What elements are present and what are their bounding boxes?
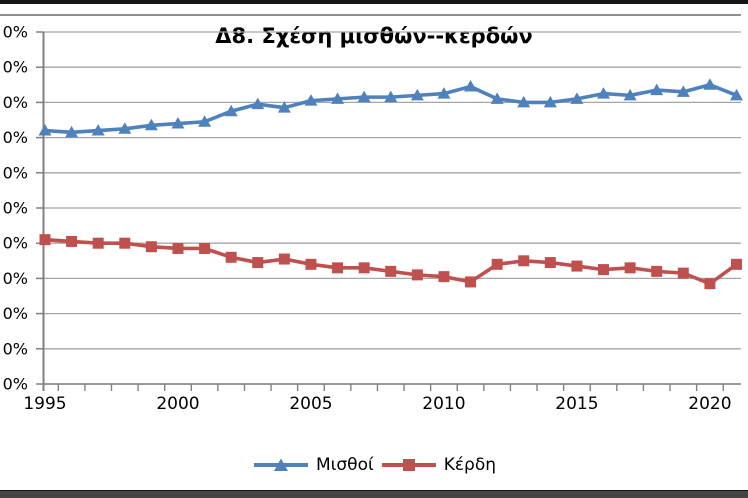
series-marker-Μισθοί xyxy=(277,101,291,113)
x-tick-label: 2015 xyxy=(555,394,598,414)
legend-sample-profits-icon xyxy=(381,459,436,471)
series-marker-Μισθοί xyxy=(171,117,185,129)
legend-item-wages: Μισθοί xyxy=(252,455,374,475)
series-marker-Μισθοί xyxy=(650,83,664,96)
legend-marker-triangle-icon xyxy=(273,458,288,471)
series-marker-Κέρδη xyxy=(39,234,51,246)
series-marker-Μισθοί xyxy=(410,88,424,101)
series-marker-Κέρδη xyxy=(358,262,370,274)
legend-sample-wages-icon xyxy=(253,458,308,471)
y-tick-label: 0% xyxy=(3,304,28,323)
series-marker-Μισθοί xyxy=(331,92,345,104)
series-marker-Κέρδη xyxy=(518,255,530,267)
series-marker-Κέρδη xyxy=(66,235,78,247)
series-marker-Μισθοί xyxy=(38,124,52,136)
y-tick-label: 0% xyxy=(3,234,28,253)
series-marker-Μισθοί xyxy=(703,78,717,90)
series-marker-Κέρδη xyxy=(145,241,157,253)
series-marker-Μισθοί xyxy=(91,124,105,136)
series-marker-Μισθοί xyxy=(597,87,611,99)
y-tick-label: 0% xyxy=(3,199,28,218)
x-tick-label: 2000 xyxy=(156,394,199,414)
series-marker-Κέρδη xyxy=(278,253,290,265)
series-marker-Κέρδη xyxy=(199,242,211,254)
legend-item-profits: Κέρδη xyxy=(380,455,496,475)
series-marker-Κέρδη xyxy=(385,265,397,277)
chart-legend: Μισθοί Κέρδη xyxy=(0,452,748,478)
series-marker-Κέρδη xyxy=(92,237,104,249)
y-tick-label: 0% xyxy=(3,58,28,77)
series-marker-Μισθοί xyxy=(198,115,212,127)
y-tick-label: 0% xyxy=(3,375,28,394)
series-marker-Μισθοί xyxy=(543,95,557,108)
series-marker-Κέρδη xyxy=(677,267,689,279)
series-marker-Κέρδη xyxy=(624,262,636,274)
series-marker-Μισθοί xyxy=(144,118,158,131)
page-top-border xyxy=(0,0,748,4)
series-marker-Μισθοί xyxy=(437,87,451,99)
legend-label-wages: Μισθοί xyxy=(315,455,374,475)
series-marker-Κέρδη xyxy=(252,257,264,269)
series-marker-Μισθοί xyxy=(730,88,743,101)
series-marker-Κέρδη xyxy=(119,237,131,249)
series-marker-Κέρδη xyxy=(491,258,503,270)
series-marker-Κέρδη xyxy=(465,276,477,288)
x-tick-label: 2005 xyxy=(289,394,332,414)
series-marker-Κέρδη xyxy=(704,278,716,290)
series-marker-Μισθοί xyxy=(570,92,584,104)
series-marker-Μισθοί xyxy=(224,104,238,117)
y-tick-label: 0% xyxy=(3,339,28,358)
series-marker-Μισθοί xyxy=(251,97,265,110)
y-tick-label: 0% xyxy=(3,128,28,147)
series-marker-Κέρδη xyxy=(411,269,423,281)
chart-top-border-line xyxy=(0,14,741,16)
series-marker-Μισθοί xyxy=(357,90,371,103)
y-tick-label: 0% xyxy=(3,93,28,112)
series-marker-Κέρδη xyxy=(438,271,450,283)
series-marker-Κέρδη xyxy=(651,265,663,277)
series-marker-Κέρδη xyxy=(571,260,583,272)
page-bottom-border xyxy=(0,490,748,498)
y-tick-label: 0% xyxy=(3,269,28,288)
legend-marker-square-icon xyxy=(402,459,415,471)
series-marker-Κέρδη xyxy=(731,258,742,270)
series-marker-Κέρδη xyxy=(225,251,237,263)
y-tick-label: 0% xyxy=(3,163,28,182)
series-marker-Κέρδη xyxy=(598,264,610,276)
series-marker-Μισθοί xyxy=(118,122,132,134)
legend-label-profits: Κέρδη xyxy=(443,455,497,475)
series-marker-Μισθοί xyxy=(676,85,690,97)
chart-title: Δ8. Σχέση μισθών--κερδών xyxy=(215,24,533,48)
y-tick-label: 0% xyxy=(3,23,28,42)
series-marker-Μισθοί xyxy=(65,125,79,138)
series-marker-Κέρδη xyxy=(172,242,184,254)
series-marker-Κέρδη xyxy=(305,258,317,270)
x-tick-label: 1995 xyxy=(23,394,66,414)
series-marker-Μισθοί xyxy=(464,80,478,92)
series-marker-Μισθοί xyxy=(517,95,531,108)
x-tick-label: 2010 xyxy=(422,394,465,414)
series-marker-Μισθοί xyxy=(304,94,318,106)
series-marker-Κέρδη xyxy=(544,257,556,269)
x-tick-label: 2020 xyxy=(688,394,731,414)
series-marker-Μισθοί xyxy=(623,88,637,101)
series-marker-Μισθοί xyxy=(384,90,398,103)
series-marker-Κέρδη xyxy=(332,262,344,274)
series-marker-Μισθοί xyxy=(490,92,504,104)
